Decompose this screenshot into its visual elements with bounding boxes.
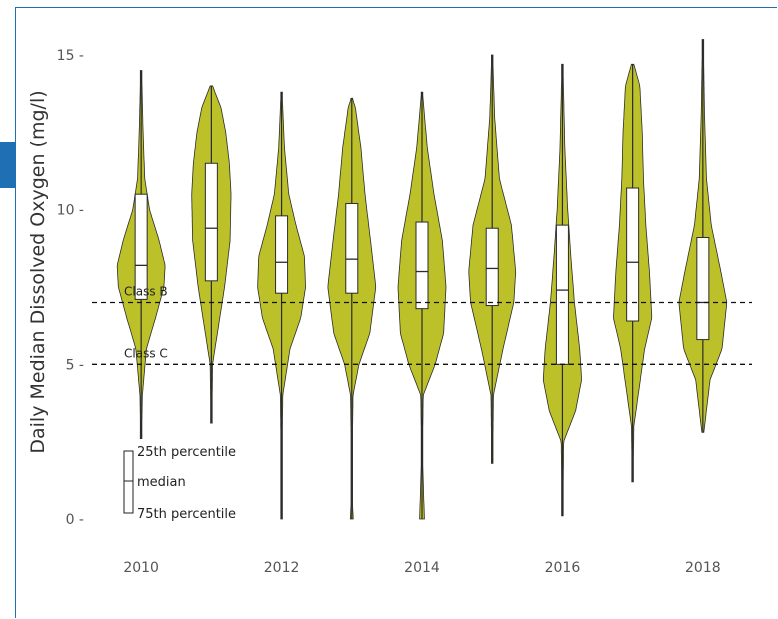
violin-2013 xyxy=(327,97,377,520)
y-tick-label-10: 10 - xyxy=(57,203,84,219)
violin-group xyxy=(116,39,728,520)
iqr-box-2014 xyxy=(415,221,429,310)
legend-box xyxy=(123,450,134,514)
x-tick-label-2012: 2012 xyxy=(264,560,300,576)
y-axis-title: Daily Median Dissolved Oxygen (mg/l) xyxy=(27,90,49,453)
percentile-legend: 25th percentile median 75th percentile xyxy=(123,445,236,522)
y-tick-label-0: 0 - xyxy=(66,512,84,528)
iqr-box-2013 xyxy=(345,202,359,294)
iqr-box-2018 xyxy=(696,237,710,341)
violin-2014 xyxy=(397,91,447,520)
x-tick-label-2016: 2016 xyxy=(545,560,581,576)
y-tick-label-5: 5 - xyxy=(66,357,84,373)
violin-2010 xyxy=(116,70,166,440)
legend-75th-percentile: 75th percentile xyxy=(137,507,236,522)
side-tab-marker xyxy=(0,142,15,188)
y-tick-label-15: 15 - xyxy=(57,48,84,64)
y-axis-ticks: 0 - 5 - 10 - 15 - xyxy=(57,48,84,528)
iqr-box-2015 xyxy=(485,227,499,307)
violin-2016 xyxy=(542,63,582,517)
iqr-box-2016 xyxy=(555,224,569,365)
iqr-box-2011 xyxy=(204,162,218,282)
plot-frame xyxy=(15,7,777,618)
violin-2017 xyxy=(613,63,653,483)
violin-2011 xyxy=(191,85,232,424)
legend-median: median xyxy=(137,475,186,490)
iqr-box-2017 xyxy=(626,187,640,322)
iqr-box-2010 xyxy=(134,193,148,300)
x-tick-label-2010: 2010 xyxy=(123,560,159,576)
violin-2012 xyxy=(257,91,306,520)
violin-2018 xyxy=(678,39,728,433)
reference-label-1: Class C xyxy=(124,346,168,360)
reference-label-0: Class B xyxy=(124,284,168,298)
violin-2015 xyxy=(468,54,517,464)
reference-lines: Class B Class C xyxy=(92,284,752,365)
legend-25th-percentile: 25th percentile xyxy=(137,445,236,460)
x-tick-label-2018: 2018 xyxy=(685,560,721,576)
x-axis-ticks: 2010 2012 2014 2016 2018 xyxy=(123,560,720,576)
iqr-box-2012 xyxy=(275,215,289,294)
x-tick-label-2014: 2014 xyxy=(404,560,440,576)
